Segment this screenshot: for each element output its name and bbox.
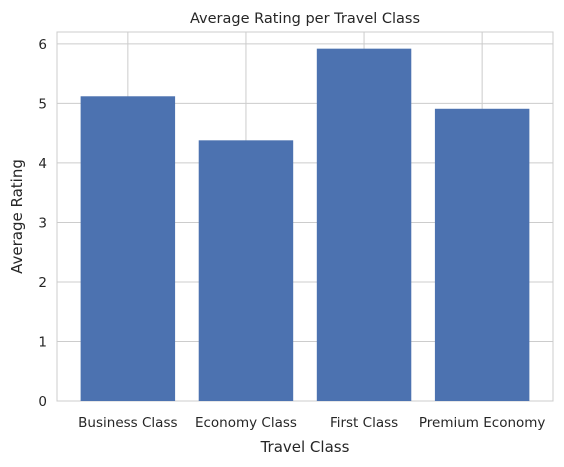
bar (80, 96, 176, 402)
bar (198, 140, 294, 402)
y-tick-label: 1 (38, 334, 47, 350)
y-axis-ticks: 0 1 2 3 4 5 6 (38, 37, 47, 410)
y-tick-label: 4 (38, 156, 47, 172)
y-tick-label: 3 (38, 215, 47, 231)
x-tick-label: Business Class (78, 415, 177, 431)
y-tick-label: 6 (38, 37, 47, 53)
x-tick-label: First Class (330, 415, 398, 431)
bar (434, 108, 530, 401)
bars (80, 48, 530, 402)
bar (316, 48, 412, 401)
x-tick-label: Premium Economy (419, 415, 546, 431)
y-tick-label: 5 (38, 96, 47, 112)
x-axis-label: Travel Class (260, 438, 350, 456)
chart-title: Average Rating per Travel Class (190, 11, 420, 27)
y-axis-label: Average Rating (8, 159, 26, 274)
x-tick-label: Economy Class (195, 415, 297, 431)
y-tick-label: 0 (38, 394, 47, 410)
y-tick-label: 2 (38, 275, 47, 291)
x-axis-ticks: Business Class Economy Class First Class Pr… (78, 415, 545, 431)
